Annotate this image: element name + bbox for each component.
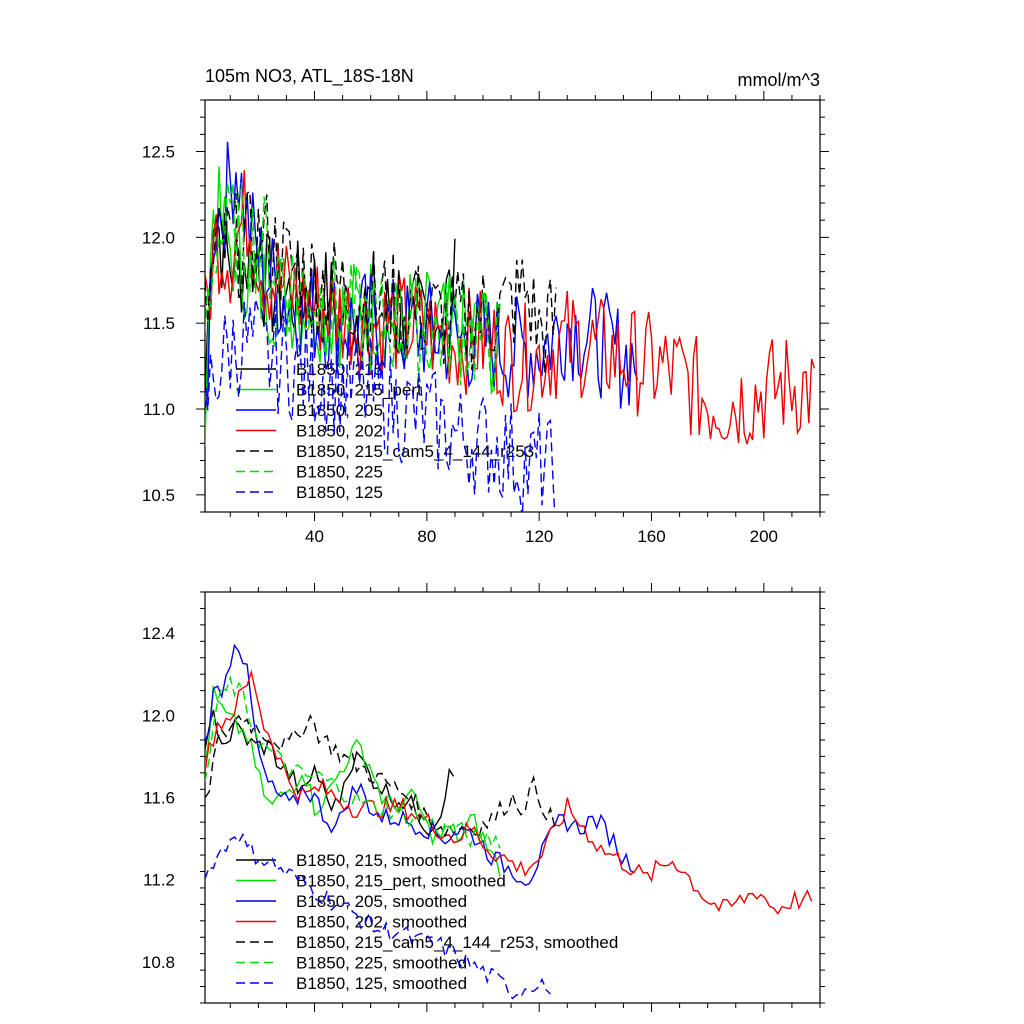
y-tick-label: 11.6 xyxy=(143,789,175,808)
y-tick-label: 12.4 xyxy=(142,624,175,643)
series-line xyxy=(205,643,636,886)
y-tick-label: 10.5 xyxy=(142,486,175,505)
y-tick-label: 12.5 xyxy=(142,143,175,162)
bottom-chart: 10.8 11.2 11.6 12.0 12.4 B1850, 215, smoothed… xyxy=(142,583,825,1012)
x-tick-label: 80 xyxy=(417,527,436,546)
legend-label: B1850, 215_cam5_4_144_r253 xyxy=(296,442,534,461)
legend-label: B1850, 225, smoothed xyxy=(296,954,467,973)
legend-label: B1850, 215_cam5_4_144_r253, smoothed xyxy=(296,933,618,952)
series-line xyxy=(205,298,556,512)
series-line xyxy=(205,832,551,1000)
series-line xyxy=(205,181,501,394)
legend-label: B1850, 202, smoothed xyxy=(296,913,467,932)
legend-label: B1850, 215_pert, smoothed xyxy=(296,872,506,891)
legend-label: B1850, 215_pert xyxy=(296,381,422,400)
series-line xyxy=(205,669,813,915)
y-tick-label: 12.0 xyxy=(142,706,175,725)
x-tick-label: 40 xyxy=(305,527,324,546)
series-line xyxy=(205,685,501,877)
top-chart: 105m NO3, ATL_18S-18N mmol/m^3 40 80 120 16… xyxy=(142,66,829,546)
legend-label: B1850, 225 xyxy=(296,463,383,482)
x-tick-label: 160 xyxy=(637,527,665,546)
series-line xyxy=(205,709,455,836)
y-tick-label: 12.0 xyxy=(142,228,175,247)
x-tick-label: 120 xyxy=(525,527,553,546)
legend-label: B1850, 215, smoothed xyxy=(296,851,467,870)
chart-units: mmol/m^3 xyxy=(738,70,820,90)
y-tick-label: 11.2 xyxy=(143,871,175,890)
legend-label: B1850, 205, smoothed xyxy=(296,892,467,911)
y-tick-label: 10.8 xyxy=(142,953,175,972)
series-line xyxy=(205,189,557,373)
chart-title: 105m NO3, ATL_18S-18N xyxy=(205,66,414,87)
x-tick-label: 200 xyxy=(750,527,778,546)
series-line xyxy=(205,713,556,839)
legend-label: B1850, 125 xyxy=(296,483,383,502)
y-tick-label: 11.0 xyxy=(143,400,175,419)
legend-label: B1850, 125, smoothed xyxy=(296,974,467,993)
legend-label: B1850, 205 xyxy=(296,401,383,420)
series-line xyxy=(205,141,639,409)
series-line xyxy=(205,675,501,849)
y-tick-label: 11.5 xyxy=(143,314,175,333)
